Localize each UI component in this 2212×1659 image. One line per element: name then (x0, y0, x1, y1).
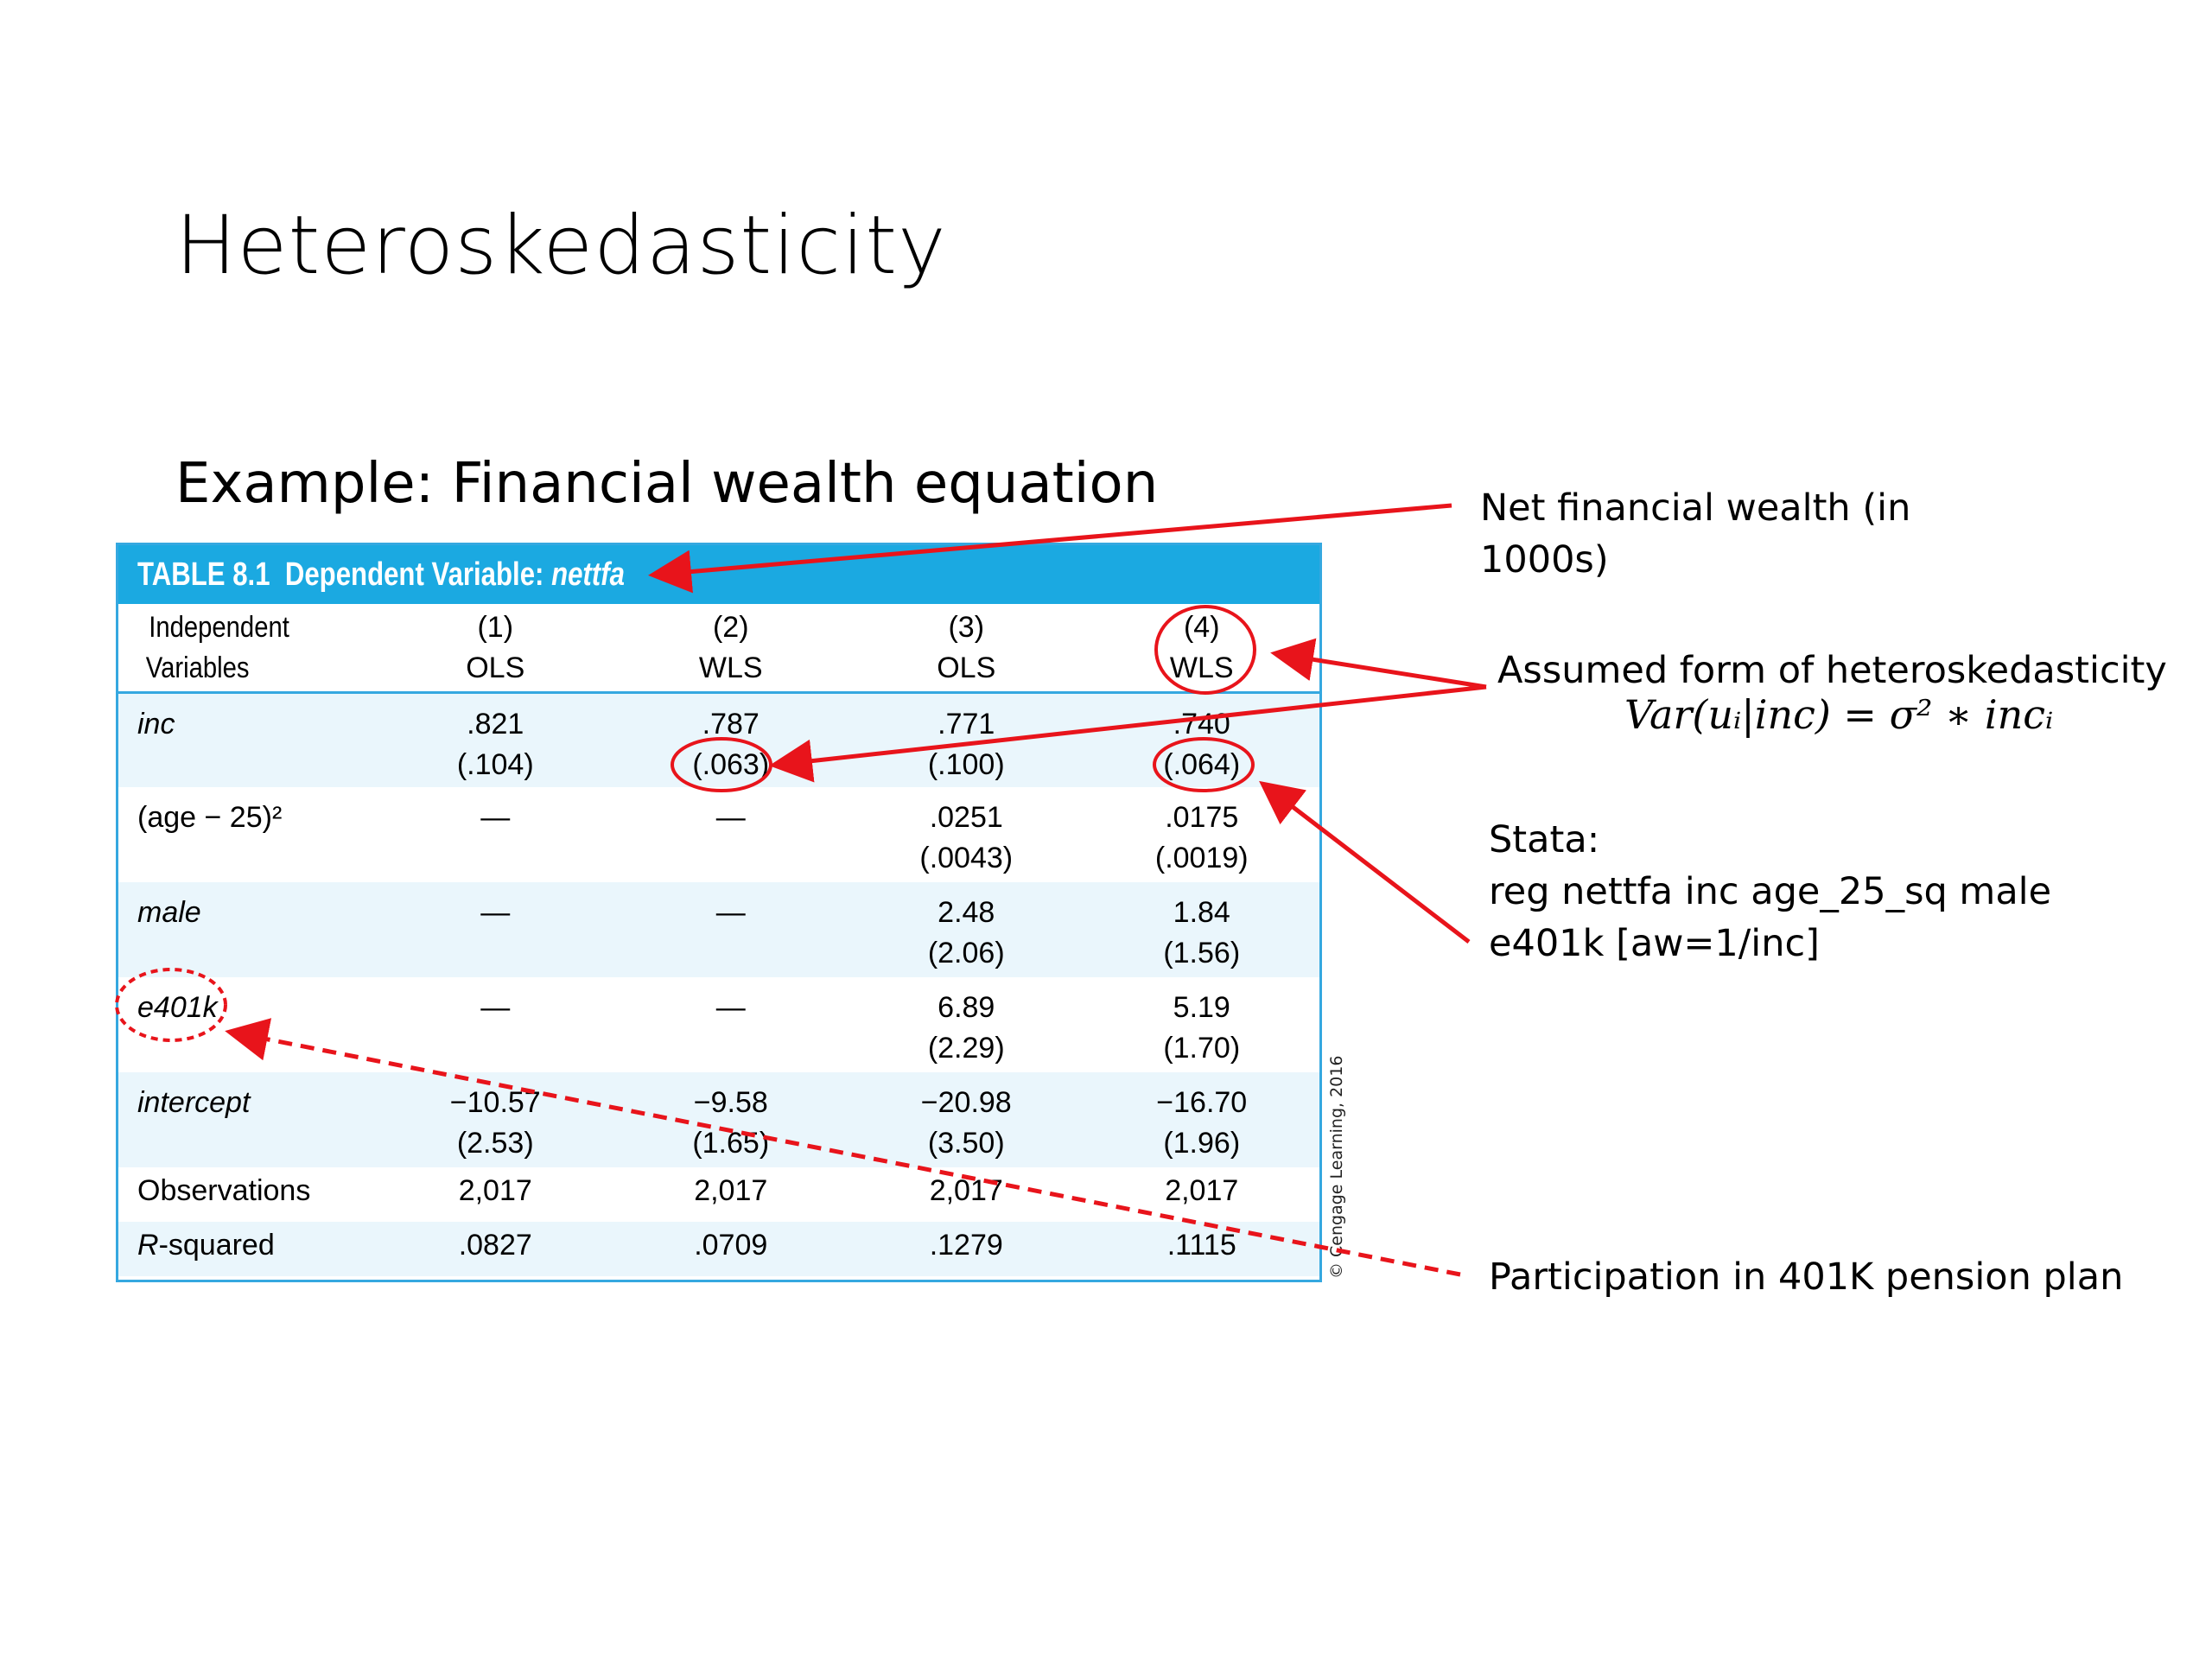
variable-name: Observations (137, 1174, 311, 1207)
table-cell: — (378, 882, 613, 977)
column-header-3: (3) OLS (937, 611, 996, 684)
variable-name: male (118, 882, 378, 977)
table-row-rsquared: R-squared .0827 .0709 .1279 .1115 (118, 1222, 1319, 1276)
table-cell: .0827 (378, 1222, 613, 1276)
slide-title: Heteroskedasticity (175, 199, 947, 293)
variable-name: intercept (118, 1072, 378, 1167)
column-header-1: (1) OLS (466, 611, 525, 684)
table-cell: 2,017 (458, 1174, 532, 1207)
regression-grid: Independent Variables (1) OLS (2) WLS (3) O… (118, 604, 1319, 1276)
net-wealth-note: Net financial wealth (in 1000s) (1480, 486, 1911, 582)
column-header-2: (2) WLS (698, 611, 763, 684)
table-cell: 2,017 (1165, 1174, 1239, 1207)
variable-name: inc (118, 692, 378, 787)
regression-table: TABLE 8.1 Dependent Variable: nettfa Ind… (116, 543, 1322, 1282)
table-cell: −9.58 (1.65) (613, 1072, 849, 1167)
dependent-variable-name: nettfa (551, 556, 625, 593)
table-cell: — (715, 801, 746, 834)
variable-name: (age − 25)² (137, 801, 283, 834)
table-cell: 2,017 (694, 1174, 768, 1207)
table-cell: 1.84 (1.56) (1084, 882, 1319, 977)
table-cell: — (613, 882, 849, 977)
table-cell: .1279 (849, 1222, 1084, 1276)
table-cell: .0175 (.0019) (1154, 801, 1249, 874)
column-header-row: Independent Variables (1) OLS (2) WLS (3) O… (118, 604, 1319, 692)
column-header-4: (4) WLS (1169, 611, 1234, 684)
table-row: intercept −10.57 (2.53) −9.58 (1.65) −20.9… (118, 1072, 1319, 1167)
table-cell: — (480, 991, 511, 1024)
stata-note: Stata: reg nettfa inc age_25_sq male e40… (1489, 818, 2052, 965)
table-cell: — (715, 991, 746, 1024)
table-cell: — (480, 801, 511, 834)
table-row: inc .821 (.104) .787 (.063) .771 (.100) .74… (118, 692, 1319, 787)
table-cell: 2.48 (2.06) (849, 882, 1084, 977)
slide-subtitle: Example: Financial wealth equation (175, 452, 1159, 516)
table-cell: .787 (.063) (613, 692, 849, 787)
participation-note: Participation in 401K pension plan (1489, 1255, 2124, 1299)
table-header-bar: TABLE 8.1 Dependent Variable: nettfa (118, 545, 1319, 604)
table-cell: 5.19 (1.70) (1163, 991, 1241, 1065)
table-cell: .771 (.100) (849, 692, 1084, 787)
table-cell: .740 (.064) (1084, 692, 1319, 787)
table-cell: −10.57 (2.53) (378, 1072, 613, 1167)
copyright-notice: © Cengage Learning, 2016 (1327, 1055, 1346, 1279)
table-cell: 2,017 (929, 1174, 1003, 1207)
independent-variables-header: Independent Variables (145, 611, 289, 684)
table-cell: .0251 (.0043) (919, 801, 1014, 874)
assumed-form-note: Assumed form of heteroskedasticity (1497, 649, 2167, 692)
table-cell: .1115 (1084, 1222, 1319, 1276)
table-cell: −16.70 (1.96) (1084, 1072, 1319, 1167)
table-cell: .0709 (613, 1222, 849, 1276)
dependent-variable-prefix: Dependent Variable: (284, 556, 544, 593)
variable-name: e401k (137, 991, 218, 1024)
variable-name: R-squared (118, 1222, 378, 1276)
table-cell: −20.98 (3.50) (849, 1072, 1084, 1167)
table-cell: 6.89 (2.29) (927, 991, 1005, 1065)
table-row: male — — 2.48 (2.06) 1.84 (1.56) (118, 882, 1319, 977)
table-label: TABLE 8.1 (137, 556, 270, 593)
variance-formula: Var(uᵢ|inc) = σ² ∗ incᵢ (1624, 691, 2054, 738)
table-cell: .821 (.104) (378, 692, 613, 787)
table-row: (age − 25)² — — .0251 (.0043) .0175 (.0019… (118, 787, 1319, 882)
table-row-observations: Observations 2,017 2,017 2,017 2,017 (118, 1167, 1319, 1222)
table-row: e401k — — 6.89 (2.29) 5.19 (1.70) (118, 977, 1319, 1072)
